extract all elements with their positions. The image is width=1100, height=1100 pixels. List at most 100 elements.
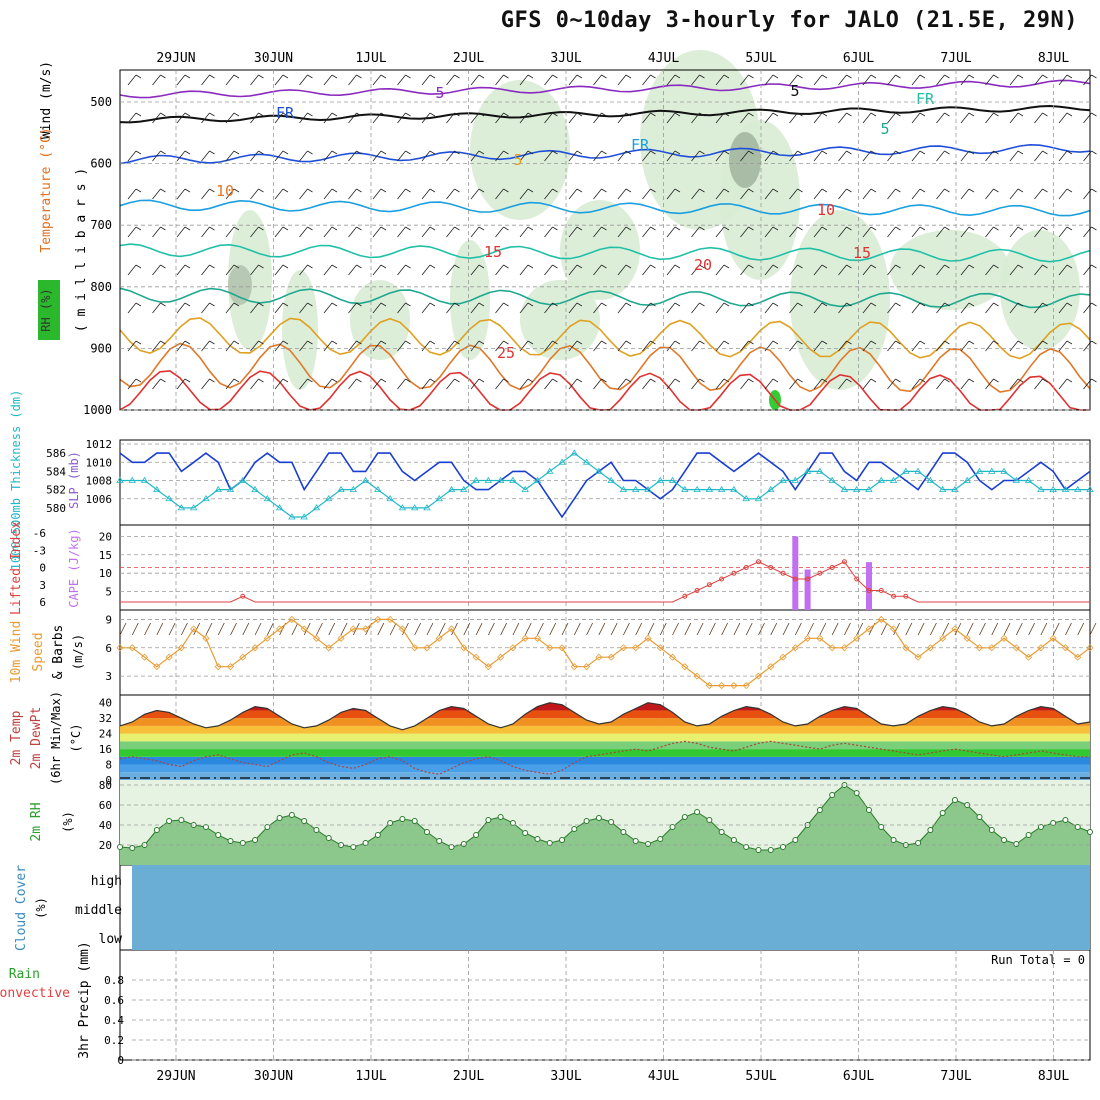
wind-barb: [495, 150, 509, 162]
wind-barb: [642, 340, 656, 352]
wind-barb: [377, 622, 385, 636]
wind-barb: [299, 150, 313, 162]
wind-barb: [838, 188, 852, 200]
date-label-top: 8JUL: [1038, 51, 1069, 66]
data-point: [288, 513, 296, 520]
data-point: [399, 816, 406, 822]
wind-barb: [176, 150, 191, 162]
data-point: [484, 476, 493, 483]
wind-barb: [642, 188, 656, 200]
wind-barb: [201, 226, 215, 238]
data-point: [976, 814, 983, 820]
wind-barb: [960, 378, 975, 390]
data-point: [570, 663, 578, 671]
wind-barb: [250, 226, 264, 238]
data-point: [730, 681, 738, 690]
wind-barb: [495, 74, 509, 86]
wind-barb: [299, 264, 313, 276]
wind-barb: [372, 150, 387, 162]
data-point: [301, 818, 308, 824]
wind-barb: [127, 188, 142, 200]
y-tick-pressure: 500: [90, 95, 112, 109]
data-point: [166, 818, 173, 824]
wind-barb: [254, 622, 262, 636]
wind-barb: [715, 188, 730, 200]
data-point: [140, 653, 149, 661]
wind-barb: [201, 112, 215, 124]
wind-barb: [666, 150, 681, 162]
contour-label: 5: [880, 120, 889, 138]
data-point: [866, 588, 872, 593]
wind-barb: [421, 378, 436, 390]
data-point: [1086, 644, 1094, 652]
wind-barb: [544, 302, 558, 314]
data-point: [312, 634, 321, 642]
data-point: [252, 837, 259, 843]
data-point: [447, 485, 456, 493]
wind-barb: [217, 622, 225, 636]
contour-label: 20: [694, 256, 712, 274]
wind-barb: [617, 150, 632, 162]
data-point: [460, 841, 467, 847]
contour-label: FR: [631, 136, 650, 154]
wind-barb: [495, 264, 509, 276]
data-point: [595, 815, 602, 821]
data-point: [668, 476, 677, 483]
wind-barb: [201, 378, 215, 390]
data-point: [1062, 817, 1069, 823]
wind-barb: [470, 226, 485, 238]
wind-barb: [691, 378, 705, 390]
data-point: [558, 458, 566, 465]
date-label-bottom: 29JUN: [156, 1069, 195, 1084]
rh-shade: [228, 265, 252, 305]
wind-barb: [985, 74, 999, 86]
data-point: [619, 644, 627, 652]
y-tick-pressure: 1000: [83, 403, 112, 417]
isotherm-line: [119, 287, 1091, 309]
wind-barb: [446, 264, 460, 276]
data-point: [791, 644, 799, 652]
wind-barb: [470, 150, 485, 162]
wind-barb: [807, 622, 814, 636]
wind-barb: [274, 340, 289, 352]
data-point: [742, 494, 750, 502]
wind-barb: [691, 264, 705, 276]
wind-barb: [266, 622, 274, 636]
data-point: [730, 837, 737, 843]
data-point: [817, 570, 823, 576]
data-point: [1049, 634, 1057, 642]
wind-barb: [740, 74, 754, 86]
wind-barb: [201, 188, 215, 200]
temp-band: [120, 741, 1090, 750]
thickness-tick: 580: [46, 502, 66, 515]
wind-barb: [715, 340, 730, 352]
data-point: [755, 559, 761, 565]
data-point: [780, 570, 786, 576]
wind-barb: [299, 112, 313, 124]
data-point: [951, 625, 959, 633]
data-point: [239, 840, 246, 846]
wind-barb: [544, 264, 558, 276]
data-point: [497, 814, 504, 820]
data-point: [656, 476, 664, 483]
data-point: [533, 634, 542, 642]
isotherm-line: [119, 370, 1090, 411]
wind-barb: [1034, 264, 1048, 276]
wind-barb: [176, 188, 191, 200]
date-label-bottom: 4JUL: [648, 1069, 679, 1084]
data-point: [128, 644, 136, 652]
isotherm-line: [119, 143, 1091, 165]
rh-tick: 60: [99, 799, 112, 812]
data-point: [1050, 820, 1057, 826]
wind-barb: [225, 302, 240, 314]
precip-tick: 0.6: [104, 994, 124, 1007]
wind-barb: [782, 622, 790, 636]
date-label-bottom: 7JUL: [940, 1069, 971, 1084]
wind-barb: [887, 112, 901, 124]
wind-barb: [568, 74, 583, 86]
data-point: [1001, 837, 1008, 843]
wind-barb: [887, 226, 901, 238]
data-point: [668, 653, 677, 661]
wind-barb: [544, 340, 558, 352]
data-point: [891, 593, 897, 599]
